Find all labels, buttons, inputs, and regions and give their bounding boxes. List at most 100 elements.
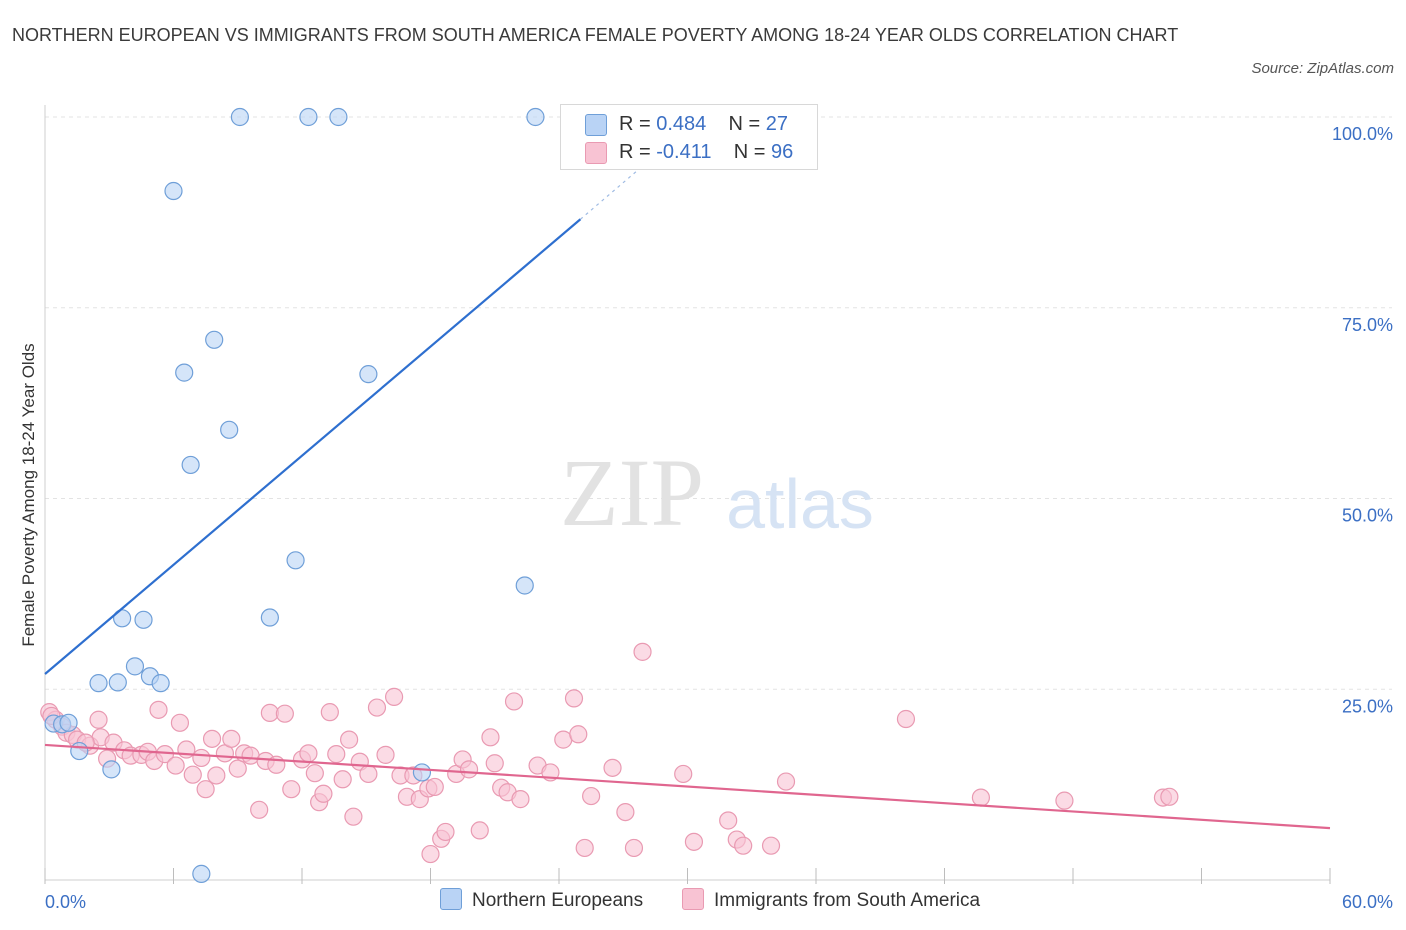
data-point-south-america (299, 744, 318, 763)
data-point-south-america (575, 838, 594, 858)
grid-lines (45, 116, 1392, 690)
legend-r-label: R = (619, 113, 651, 135)
data-point-northern-europeans (108, 673, 127, 692)
data-point-south-america (1055, 791, 1074, 810)
data-point-northern-europeans (59, 713, 78, 732)
data-point-south-america (376, 745, 395, 764)
x-tick-label: 60.0% (1342, 892, 1393, 912)
data-point-south-america (582, 786, 601, 806)
source-label: Source: ZipAtlas.com (1251, 60, 1394, 77)
data-point-northern-europeans (299, 107, 318, 127)
data-point-south-america (314, 784, 333, 803)
data-point-south-america (384, 687, 404, 706)
data-point-south-america (674, 764, 693, 784)
data-point-south-america (282, 780, 301, 799)
legend-n-value-1: 27 (765, 113, 789, 135)
data-point-northern-europeans (412, 763, 432, 782)
data-point-northern-europeans (125, 657, 145, 676)
legend-r-value-1: 0.484 (656, 113, 707, 135)
series-south-america-points (40, 642, 1179, 864)
legend-n-label: N = (733, 141, 766, 163)
data-point-south-america (971, 788, 991, 807)
data-point-south-america (459, 760, 479, 779)
data-point-south-america (761, 836, 781, 855)
data-point-south-america (333, 770, 352, 789)
tick-labels: 25.0% 50.0% 75.0% 100.0% 0.0% 60.0% (45, 124, 1393, 912)
bottom-legend-label-2: Immigrants from South America (714, 890, 981, 911)
bottom-legend-swatch-blue (440, 888, 462, 910)
bottom-legend-swatch-pink (682, 888, 704, 910)
data-point-south-america (504, 692, 524, 711)
data-point-south-america (896, 709, 916, 729)
data-point-south-america (624, 838, 644, 858)
data-point-south-america (222, 729, 241, 748)
correlation-legend: R = 0.484 N = 27 R = -0.411 N = 96 (560, 104, 818, 170)
data-point-northern-europeans (515, 576, 534, 595)
data-point-northern-europeans (175, 363, 194, 382)
data-point-northern-europeans (102, 760, 121, 779)
data-point-south-america (776, 772, 796, 791)
data-point-south-america (89, 710, 108, 729)
data-point-northern-europeans (220, 420, 239, 439)
data-point-south-america (719, 811, 738, 830)
data-point-south-america (481, 728, 500, 747)
legend-n-value-2: 96 (770, 141, 794, 163)
data-point-south-america (196, 780, 215, 799)
data-point-northern-europeans (329, 107, 348, 127)
watermark: ZIP atlas (560, 439, 874, 546)
watermark-atlas: atlas (726, 465, 874, 543)
series-northern-europeans-points (44, 107, 545, 883)
data-point-northern-europeans (181, 455, 200, 475)
legend-swatch-pink (585, 142, 607, 164)
y-tick-label: 50.0% (1342, 506, 1393, 526)
legend-n-label: N = (728, 113, 761, 135)
y-tick-label: 25.0% (1342, 696, 1393, 716)
bottom-legend-northern-europeans: Northern Europeans (440, 888, 643, 914)
watermark-zip: ZIP (560, 439, 704, 546)
data-point-south-america (320, 703, 339, 722)
data-point-south-america (367, 698, 387, 717)
bottom-legend-south-america: Immigrants from South America (682, 888, 980, 914)
y-tick-label: 100.0% (1332, 124, 1393, 144)
data-point-south-america (344, 807, 363, 826)
data-point-northern-europeans (205, 330, 224, 349)
data-point-south-america (305, 764, 324, 783)
data-point-south-america (340, 730, 359, 749)
legend-swatch-blue (585, 114, 607, 136)
data-point-south-america (470, 821, 489, 840)
data-point-northern-europeans (526, 107, 545, 127)
data-point-south-america (202, 729, 222, 748)
legend-r-value-2: -0.411 (656, 141, 712, 163)
data-point-northern-europeans (260, 608, 279, 627)
data-point-northern-europeans (286, 551, 305, 570)
x-tick-label: 0.0% (45, 892, 86, 912)
data-point-south-america (633, 642, 652, 661)
data-point-south-america (1160, 787, 1179, 806)
bottom-legend-label-1: Northern Europeans (472, 890, 644, 911)
y-tick-label: 75.0% (1342, 315, 1393, 335)
chart-title: NORTHERN EUROPEAN VS IMMIGRANTS FROM SOU… (12, 25, 1179, 45)
data-point-south-america (192, 748, 211, 768)
data-point-northern-europeans (70, 741, 89, 761)
data-point-south-america (166, 756, 185, 775)
data-point-northern-europeans (151, 674, 170, 693)
data-point-south-america (359, 764, 378, 784)
legend-r-label: R = (619, 141, 651, 163)
trend-lines (44, 154, 1331, 830)
data-point-northern-europeans (164, 181, 183, 201)
trend-line-northern-europeans (44, 218, 582, 675)
data-point-south-america (603, 758, 622, 777)
y-axis-label: Female Poverty Among 18-24 Year Olds (19, 343, 38, 646)
data-point-south-america (734, 836, 753, 855)
data-point-northern-europeans (89, 674, 108, 693)
data-point-south-america (436, 822, 455, 842)
trend-line-south-america (44, 743, 1331, 830)
trend-line-northern-europeans-extension (580, 154, 656, 220)
data-point-south-america (275, 704, 294, 723)
data-point-northern-europeans (192, 864, 211, 883)
data-point-northern-europeans (230, 107, 249, 127)
data-point-northern-europeans (134, 610, 153, 629)
axes (44, 105, 1331, 884)
data-point-south-america (183, 765, 202, 784)
